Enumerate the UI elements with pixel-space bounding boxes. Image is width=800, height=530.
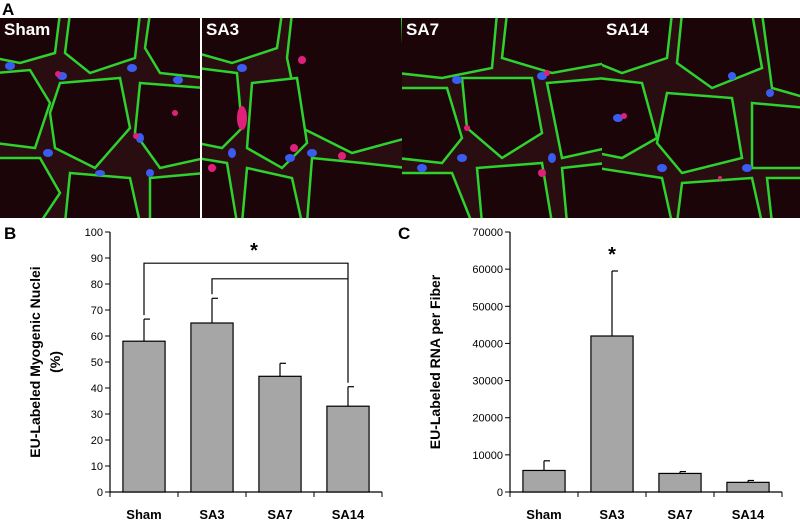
- y-tick-label: 90: [91, 253, 103, 265]
- chart-b-eu-labeled-nuclei: 0 10 20 30 40 50 60 70 80 90 100 Sham SA3 SA7 SA14 EU-L…: [27, 227, 383, 522]
- y-tick-label: 100: [85, 227, 103, 239]
- y-tick-label: 0: [497, 487, 503, 499]
- x-tick-label: SA14: [732, 507, 765, 522]
- y-axis-label: EU-Labeled Myogenic Nuclei: [27, 266, 43, 457]
- x-tick-label: Sham: [126, 507, 161, 522]
- bar: [726, 481, 770, 493]
- y-tick-label: 50: [91, 357, 103, 369]
- micrograph-sa14: SA14: [602, 18, 800, 218]
- micrograph-sham-image: [0, 18, 200, 218]
- micrograph-label-sham: Sham: [4, 20, 51, 39]
- micrograph-label-sa14: SA14: [606, 20, 649, 39]
- x-tick-label: Sham: [526, 507, 561, 522]
- y-tick-label: 70: [91, 305, 103, 317]
- y-tick-label: 80: [91, 279, 103, 291]
- y-tick-label: 20: [91, 435, 103, 447]
- y-tick-label: 60: [91, 331, 103, 343]
- figure-letter-b: B: [4, 224, 17, 243]
- significance-bracket: [211, 278, 348, 295]
- y-axis-label: (%): [47, 351, 63, 373]
- y-tick-label: 40000: [472, 338, 503, 350]
- bar: [122, 340, 166, 493]
- bar: [258, 375, 302, 493]
- bar: [522, 469, 566, 493]
- micrograph-sa14-image: [602, 18, 800, 218]
- bar: [590, 335, 634, 493]
- micrograph-label-sa7: SA7: [406, 20, 440, 39]
- micrograph-sa7-image: [402, 18, 602, 218]
- x-tick-label: SA7: [267, 507, 292, 522]
- y-tick-label: 60000: [472, 264, 503, 276]
- y-tick-label: 70000: [472, 227, 503, 239]
- y-axis-label: EU-Labeled RNA per Fiber: [427, 274, 443, 449]
- significance-marker: *: [250, 240, 258, 262]
- y-tick-label: 50000: [472, 301, 503, 313]
- micrograph-sa7: SA7: [402, 18, 602, 218]
- figure-letter-a: A: [2, 0, 15, 19]
- y-tick-label: 0: [97, 487, 103, 499]
- x-tick-label: SA3: [599, 507, 624, 522]
- y-tick-label: 10: [91, 461, 103, 473]
- x-tick-label: SA14: [332, 507, 365, 522]
- y-tick-label: 30: [91, 409, 103, 421]
- chart-c-eu-labeled-rna: 0 10000 20000 30000 40000 50000 60000 70000 Sham…: [427, 227, 783, 522]
- x-tick-label: SA7: [667, 507, 692, 522]
- micrograph-sa3: SA3: [202, 18, 402, 218]
- significance-bracket: [143, 262, 349, 383]
- figure-letter-c: C: [398, 224, 411, 243]
- bar: [190, 322, 234, 493]
- micrograph-sa3-image: [202, 18, 402, 218]
- x-tick-label: SA3: [199, 507, 224, 522]
- micrograph-sham: Sham: [0, 18, 200, 218]
- y-tick-label: 30000: [472, 376, 503, 388]
- bar: [658, 472, 702, 493]
- y-tick-label: 40: [91, 383, 103, 395]
- significance-marker: *: [608, 244, 616, 266]
- micrograph-label-sa3: SA3: [206, 20, 240, 39]
- y-tick-label: 20000: [472, 413, 503, 425]
- bar: [326, 405, 370, 493]
- y-tick-label: 10000: [472, 450, 503, 462]
